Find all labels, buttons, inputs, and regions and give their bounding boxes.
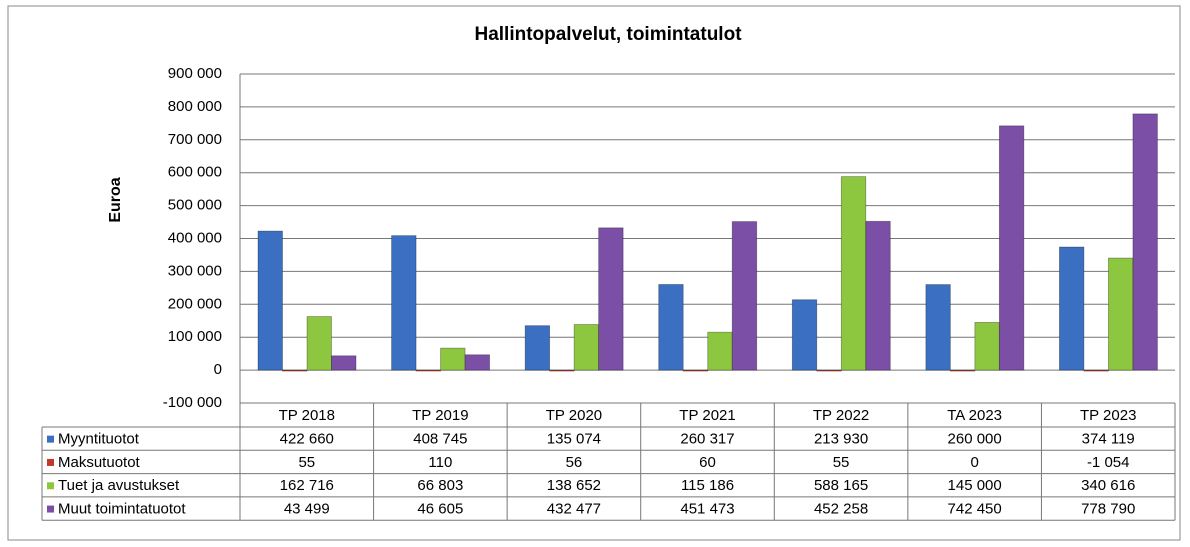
bar bbox=[524, 325, 551, 371]
table-cell: 432 477 bbox=[547, 501, 601, 518]
legend-label: Muut toimintatuotot bbox=[58, 501, 186, 518]
table-cell: 260 317 bbox=[680, 431, 734, 448]
bar bbox=[925, 284, 951, 371]
y-tick-label: 800 000 bbox=[168, 98, 222, 115]
y-tick-label: 900 000 bbox=[168, 65, 222, 82]
bar bbox=[865, 220, 891, 371]
table-cell: 46 605 bbox=[417, 501, 463, 518]
table-cell: 115 186 bbox=[681, 477, 734, 494]
bar bbox=[1059, 246, 1085, 371]
y-tick-label: 200 000 bbox=[168, 295, 222, 312]
table-cell: 422 660 bbox=[280, 431, 334, 448]
table-cell: 43 499 bbox=[284, 501, 330, 518]
bar bbox=[998, 125, 1025, 371]
bar bbox=[391, 235, 417, 371]
legend-label: Myyntituotot bbox=[58, 431, 140, 448]
bar bbox=[464, 354, 490, 371]
bar bbox=[549, 369, 575, 372]
y-tick-label: -100 000 bbox=[163, 394, 222, 411]
y-tick-label: 400 000 bbox=[168, 229, 222, 246]
table-cell: 138 652 bbox=[547, 477, 601, 494]
bar bbox=[816, 369, 842, 372]
bar bbox=[257, 230, 283, 371]
legend-swatch bbox=[47, 435, 54, 443]
y-tick-label: 500 000 bbox=[168, 197, 222, 214]
x-tick-label: TA 2023 bbox=[947, 407, 1002, 424]
table-cell: 588 165 bbox=[814, 477, 868, 494]
y-tick-label: 600 000 bbox=[168, 164, 222, 181]
table-cell: 66 803 bbox=[417, 477, 463, 494]
table-cell: 135 074 bbox=[547, 431, 601, 448]
y-tick-label: 0 bbox=[214, 361, 222, 378]
bar bbox=[731, 221, 758, 371]
bar bbox=[658, 284, 684, 371]
bar bbox=[707, 331, 733, 371]
chart-border bbox=[7, 5, 1181, 541]
table-cell: 451 473 bbox=[680, 501, 734, 518]
bar bbox=[440, 347, 466, 371]
bar bbox=[682, 369, 709, 372]
x-tick-label: TP 2018 bbox=[279, 407, 335, 424]
table-cell: 60 bbox=[699, 454, 716, 471]
table-cell: 260 000 bbox=[948, 431, 1002, 448]
chart-title: Hallintopalvelut, toimintatulot bbox=[474, 24, 742, 45]
table-cell: 452 258 bbox=[814, 501, 868, 518]
legend-swatch bbox=[47, 482, 54, 490]
x-tick-label: TP 2020 bbox=[546, 407, 602, 424]
legend-swatch bbox=[47, 458, 54, 466]
x-tick-label: TP 2022 bbox=[813, 407, 869, 424]
table-cell: 0 bbox=[970, 454, 978, 471]
bar bbox=[598, 227, 624, 371]
bar bbox=[1108, 257, 1134, 371]
bar bbox=[282, 369, 308, 372]
table-cell: 162 716 bbox=[280, 477, 334, 494]
bar bbox=[840, 176, 867, 371]
table-cell: 145 000 bbox=[948, 477, 1002, 494]
table-cell: 55 bbox=[833, 454, 850, 471]
table-cell: 213 930 bbox=[814, 431, 868, 448]
table-cell: -1 054 bbox=[1087, 454, 1130, 471]
table-cell: 408 745 bbox=[413, 431, 467, 448]
bar bbox=[331, 355, 357, 371]
bar bbox=[791, 299, 818, 371]
table-cell: 55 bbox=[298, 454, 315, 471]
bar bbox=[949, 369, 976, 372]
x-tick-label: TP 2021 bbox=[679, 407, 735, 424]
bar bbox=[573, 324, 600, 371]
legend-swatch bbox=[47, 505, 54, 513]
bar bbox=[1132, 113, 1158, 371]
legend-label: Maksutuotot bbox=[58, 454, 141, 471]
x-tick-label: TP 2019 bbox=[412, 407, 468, 424]
y-tick-label: 700 000 bbox=[168, 131, 222, 148]
table-cell: 778 790 bbox=[1081, 501, 1135, 518]
y-tick-label: 100 000 bbox=[168, 328, 222, 345]
table-cell: 110 bbox=[428, 454, 452, 471]
bar bbox=[415, 369, 441, 372]
y-tick-label: 300 000 bbox=[168, 262, 222, 279]
bar bbox=[974, 321, 1000, 371]
table-cell: 742 450 bbox=[948, 501, 1002, 518]
table-cell: 56 bbox=[566, 454, 583, 471]
y-axis-label: Euroa bbox=[107, 177, 124, 222]
bar bbox=[1083, 369, 1109, 372]
table-cell: 340 616 bbox=[1081, 477, 1135, 494]
table-cell: 374 119 bbox=[1082, 431, 1135, 448]
legend-label: Tuet ja avustukset bbox=[58, 477, 180, 494]
x-tick-label: TP 2023 bbox=[1080, 407, 1136, 424]
bar bbox=[306, 316, 332, 371]
